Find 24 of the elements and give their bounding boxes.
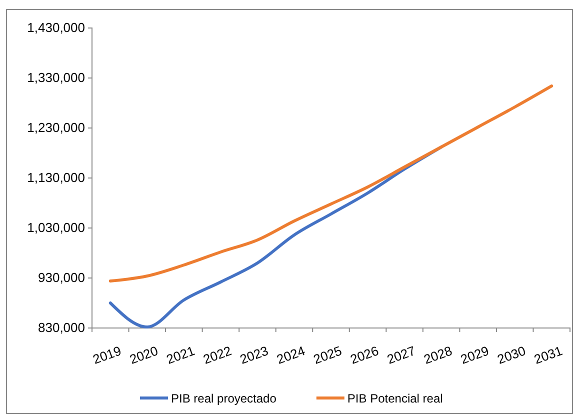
x-tick-label: 2031 bbox=[532, 342, 564, 367]
y-tick-label: 930,000 bbox=[38, 270, 85, 286]
x-tick-label: 2024 bbox=[274, 342, 307, 367]
x-tick-label: 2019 bbox=[90, 342, 124, 367]
x-tick-label: 2020 bbox=[128, 342, 160, 367]
line-series bbox=[108, 146, 443, 328]
y-tick-label: 1,030,000 bbox=[27, 220, 85, 236]
x-tick-label: 2028 bbox=[422, 342, 454, 367]
legend-label: PIB real proyectado bbox=[171, 392, 277, 406]
x-tick-label: 2029 bbox=[458, 342, 491, 367]
x-tick-label: 2022 bbox=[201, 342, 234, 367]
x-tick-label: 2023 bbox=[238, 342, 270, 367]
y-tick-label: 1,330,000 bbox=[27, 70, 85, 86]
x-tick-label: 2021 bbox=[164, 342, 197, 367]
x-tick-label: 2025 bbox=[311, 342, 344, 367]
y-tick-label: 1,230,000 bbox=[27, 120, 85, 136]
x-tick-label: 2030 bbox=[495, 342, 528, 367]
y-tick-label: 1,130,000 bbox=[27, 170, 85, 186]
y-tick-label: 1,430,000 bbox=[27, 20, 85, 36]
x-tick-label: 2027 bbox=[384, 342, 418, 367]
line-series bbox=[108, 84, 554, 282]
y-tick-label: 830,000 bbox=[38, 320, 85, 336]
legend-label: PIB Potencial real bbox=[347, 392, 443, 406]
x-tick-label: 2026 bbox=[348, 342, 381, 367]
